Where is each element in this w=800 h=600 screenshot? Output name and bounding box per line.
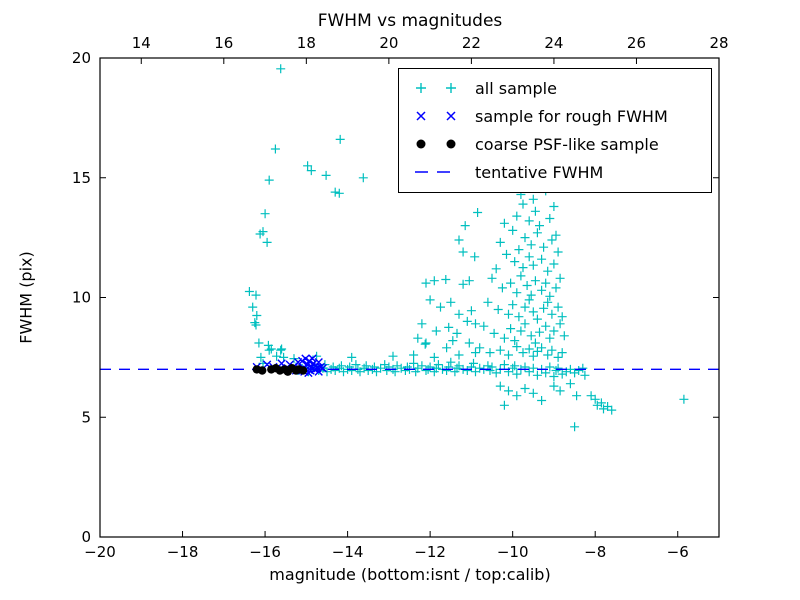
tick-label: 15 [72, 169, 91, 187]
tick-label: −14 [332, 543, 364, 561]
tick-label: −20 [84, 543, 116, 561]
legend-entry-rough-fwhm: sample for rough FWHM [409, 102, 711, 130]
tick-label: −12 [414, 543, 446, 561]
dashed-line-icon [415, 171, 459, 173]
tick-label: 14 [132, 34, 151, 52]
x-marker-icon [416, 111, 456, 121]
legend: all sample sample for rough FWHM coarse … [398, 68, 712, 193]
tick-label: 20 [72, 49, 91, 67]
legend-label: all sample [475, 78, 557, 98]
tick-label: 24 [544, 34, 563, 52]
plus-marker-icon [416, 83, 456, 93]
plot-frame [99, 57, 720, 538]
legend-label: tentative FWHM [475, 162, 604, 182]
legend-label: coarse PSF-like sample [475, 134, 659, 154]
y-axis-ticks: 0 5 10 15 20 [72, 49, 91, 546]
tick-label: 20 [379, 34, 398, 52]
legend-entry-tentative-fwhm: tentative FWHM [409, 158, 711, 186]
tick-label: −18 [167, 543, 199, 561]
tick-label: 22 [462, 34, 481, 52]
x-axis-bottom-ticks: −20 −18 −16 −14 −12 −10 −8 −6 [84, 543, 689, 561]
legend-label: sample for rough FWHM [475, 106, 668, 126]
x-axis-label: magnitude (bottom:isnt / top:calib) [269, 565, 551, 584]
x-axis-top-ticks: 14 16 18 20 22 24 26 28 [132, 34, 729, 52]
tick-label: 10 [72, 289, 91, 307]
tick-label: 0 [81, 528, 91, 546]
chart-title: FWHM vs magnitudes [317, 11, 503, 31]
y-axis-label: FWHM (pix) [16, 251, 36, 344]
tick-label: 18 [297, 34, 316, 52]
tick-label: 16 [214, 34, 233, 52]
tick-label: −6 [667, 543, 689, 561]
legend-entry-psf-sample: coarse PSF-like sample [409, 130, 711, 158]
tick-label: −10 [497, 543, 529, 561]
series-psf-sample [252, 364, 308, 376]
tick-label: −8 [584, 543, 606, 561]
dot-marker-icon [416, 139, 456, 149]
legend-entry-all-sample: all sample [409, 74, 711, 102]
tick-label: 5 [81, 408, 91, 426]
tick-label: −16 [249, 543, 281, 561]
tick-label: 28 [709, 34, 728, 52]
tick-label: 26 [627, 34, 646, 52]
